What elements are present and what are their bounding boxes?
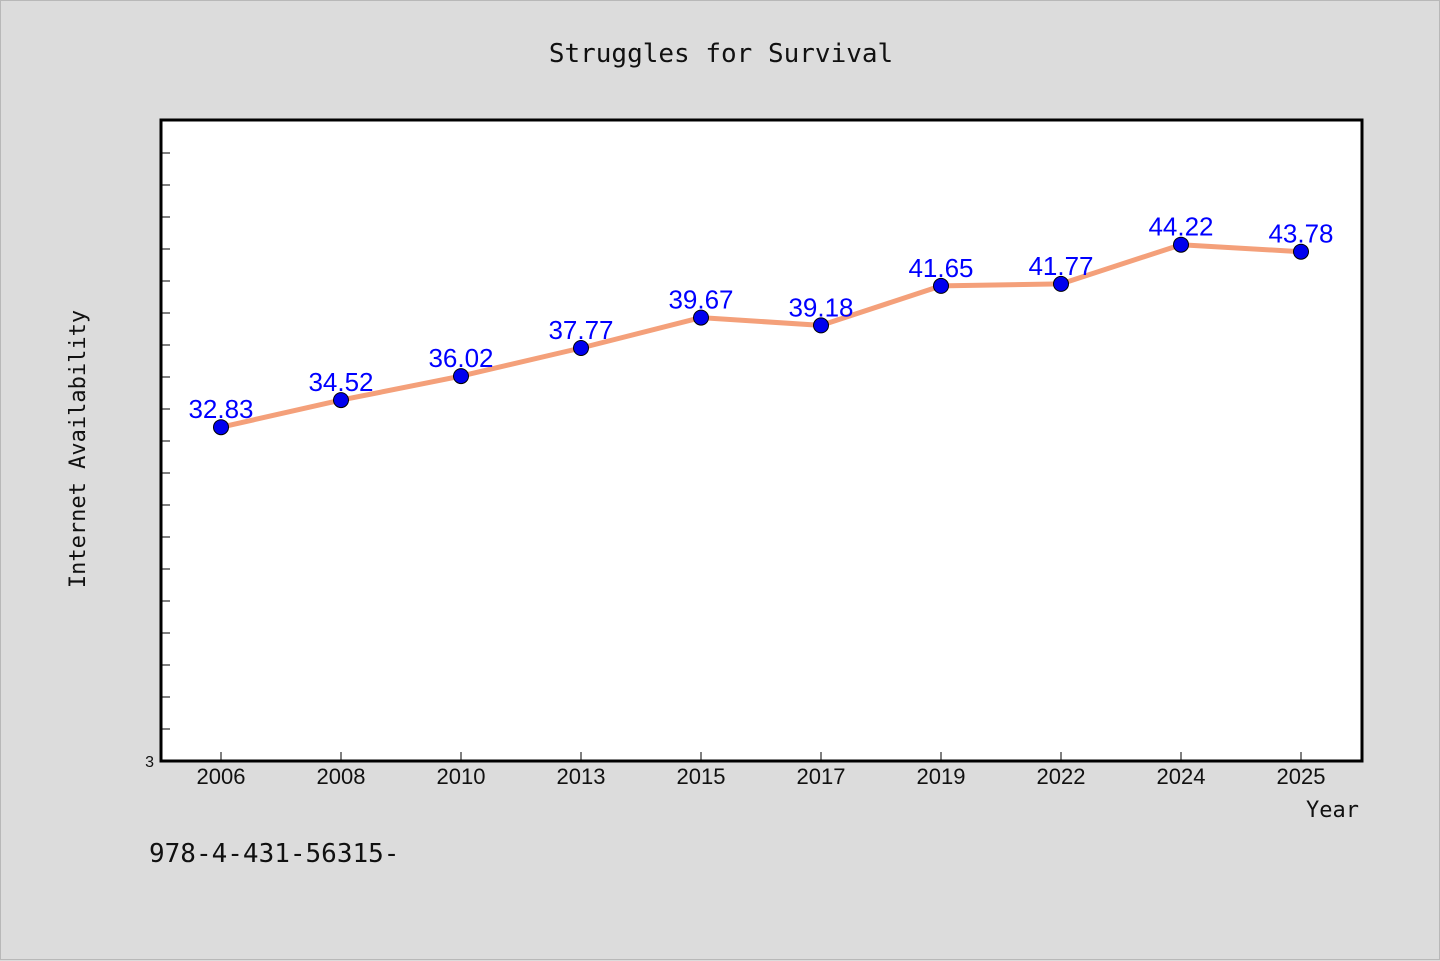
x-axis-label: Year	[1306, 798, 1359, 823]
data-point	[573, 340, 589, 356]
x-tick-label: 2025	[1277, 764, 1326, 789]
plot-area	[159, 118, 1364, 763]
data-point	[1053, 275, 1069, 292]
data-labels: 32.83 34.52 36.02 37.77 39.67 39.18 41.65 41.77…	[188, 212, 1333, 425]
data-label: 36.02	[428, 343, 493, 373]
x-tick-label: 2017	[797, 764, 846, 789]
data-label: 41.77	[1028, 251, 1093, 281]
data-point	[693, 309, 709, 326]
x-tick-label: 2006	[197, 764, 246, 789]
data-point	[1293, 243, 1309, 260]
x-tick-label: 2010	[437, 764, 486, 789]
data-label: 39.18	[788, 292, 853, 322]
x-tick-label: 2013	[557, 764, 606, 789]
y-axis-label: Internet Availability	[66, 310, 91, 588]
data-label: 41.65	[908, 253, 973, 283]
data-label: 44.22	[1148, 212, 1213, 242]
data-label: 34.52	[308, 367, 373, 397]
data-point	[1173, 236, 1189, 253]
x-tick-label: 2024	[1157, 764, 1206, 789]
x-axis-ticks	[220, 752, 1302, 761]
y-axis-ticks	[161, 152, 170, 730]
x-tick-label: 2015	[677, 764, 726, 789]
data-label: 32.83	[188, 394, 253, 424]
data-label: 39.67	[668, 285, 733, 315]
x-tick-label: 2019	[917, 764, 966, 789]
data-point	[933, 277, 949, 294]
chart-title: Struggles for Survival	[549, 39, 893, 69]
data-point	[333, 392, 349, 409]
x-axis-tick-labels: 2006 2008 2010 2013 2015 2017 2019 2022 2024 2025	[197, 764, 1326, 789]
x-tick-label: 2008	[317, 764, 366, 789]
series-markers	[213, 236, 1309, 436]
data-point	[813, 317, 829, 334]
data-label: 43.78	[1268, 219, 1333, 249]
y-tick-label: 3	[145, 754, 154, 771]
data-point	[213, 419, 229, 436]
footer-text: 978-4-431-56315-	[149, 839, 399, 869]
x-tick-label: 2022	[1037, 764, 1086, 789]
data-label: 37.77	[548, 315, 613, 345]
data-point	[453, 368, 469, 385]
series-line	[218, 242, 1304, 430]
